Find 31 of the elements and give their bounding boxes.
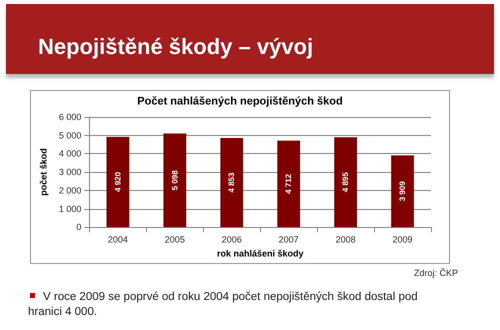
- y-tick-label: 1 000: [58, 204, 82, 214]
- data-label: 4 895: [341, 172, 350, 192]
- bar: [163, 134, 186, 228]
- data-label: 4 853: [227, 172, 236, 193]
- y-tick-label: 0: [76, 222, 82, 232]
- bar: [391, 155, 414, 228]
- bar: [334, 137, 357, 228]
- bar: [277, 140, 300, 228]
- x-tick-label: 2009: [392, 234, 413, 245]
- chart-title: Nepojištěné škody – vývoj: [38, 34, 314, 60]
- x-axis-title: rok nahlášeni škody: [216, 248, 304, 258]
- x-tick-label: 2007: [278, 234, 299, 245]
- x-tick-label: 2006: [222, 234, 242, 245]
- y-tick-label: 5 000: [58, 130, 82, 140]
- chart-subtitle: Počet nahlášených nepojištěných škod: [137, 96, 343, 108]
- data-label: 4 920: [113, 171, 122, 192]
- x-tick-label: 2008: [336, 234, 356, 245]
- y-tick-label: 6 000: [58, 112, 82, 122]
- data-label: 3 909: [398, 180, 408, 202]
- text: Zdroj: ČKP: [414, 268, 458, 278]
- data-label: 4 712: [284, 173, 294, 194]
- y-tick-label: 4 000: [58, 148, 82, 159]
- bar: [220, 138, 244, 228]
- y-axis-title: počet škod: [38, 148, 48, 196]
- x-tick-label: 2004: [108, 234, 128, 245]
- y-tick-label: 3 000: [58, 167, 82, 178]
- x-tick-label: 2005: [164, 234, 185, 245]
- data-label: 5 098: [170, 170, 180, 190]
- text: V roce 2009 se poprvé od roku 2004 počet nepojištěných škod dostal pod hranici 4 000.: [28, 291, 418, 318]
- bar: [106, 136, 130, 228]
- y-tick-label: 2 000: [58, 185, 82, 196]
